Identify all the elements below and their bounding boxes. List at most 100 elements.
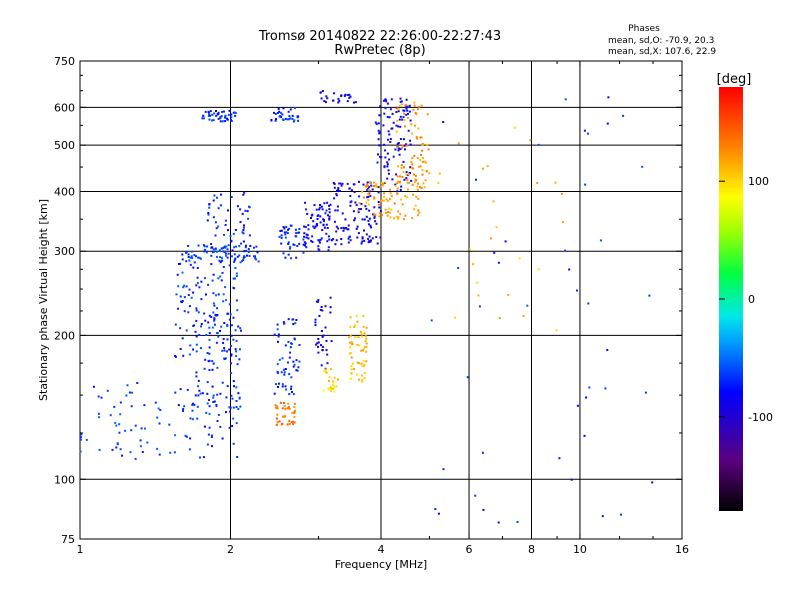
data-point <box>329 306 332 309</box>
data-point <box>197 385 200 388</box>
data-point <box>226 256 229 259</box>
data-point <box>332 380 335 383</box>
data-point <box>212 396 215 399</box>
data-point <box>158 422 161 425</box>
data-point <box>248 234 251 237</box>
data-point <box>416 182 419 185</box>
data-point <box>232 380 235 383</box>
data-point <box>377 201 380 203</box>
data-point <box>225 117 228 120</box>
data-point <box>396 217 399 220</box>
data-point <box>375 222 378 225</box>
data-point <box>192 348 195 351</box>
data-point <box>399 97 402 100</box>
data-point <box>413 181 416 184</box>
data-point <box>382 99 385 102</box>
data-point <box>232 417 235 420</box>
data-point <box>321 349 324 351</box>
data-point <box>323 202 326 205</box>
data-point <box>237 408 240 411</box>
data-point <box>134 457 137 460</box>
data-point <box>208 405 211 408</box>
data-point <box>416 137 419 140</box>
data-point <box>366 181 369 184</box>
y-tick-label: 300 <box>54 245 75 258</box>
data-point <box>204 249 207 252</box>
data-point <box>307 228 310 231</box>
data-point <box>206 352 209 354</box>
data-point <box>328 215 331 218</box>
data-point <box>405 196 408 199</box>
data-point <box>408 110 411 113</box>
data-point <box>354 324 357 327</box>
data-point <box>207 321 210 324</box>
data-point <box>293 411 296 414</box>
data-point <box>332 181 335 184</box>
data-point <box>205 411 208 414</box>
data-point <box>382 182 385 185</box>
data-point <box>384 149 387 152</box>
data-point <box>648 294 651 297</box>
data-point <box>405 171 408 174</box>
data-point <box>187 294 190 296</box>
data-point <box>211 368 214 371</box>
data-point <box>318 206 321 209</box>
data-point <box>387 172 390 175</box>
data-point <box>273 333 276 336</box>
data-point <box>247 248 250 251</box>
y-tick-label: 200 <box>54 329 75 342</box>
data-point <box>207 283 210 286</box>
data-point <box>291 391 293 393</box>
data-point <box>327 235 330 238</box>
data-point <box>210 254 213 257</box>
data-point <box>409 139 412 142</box>
data-point <box>119 413 122 416</box>
data-point <box>620 513 622 516</box>
data-point <box>378 212 381 215</box>
data-point <box>329 296 332 299</box>
data-point <box>398 153 401 156</box>
data-point <box>320 306 323 308</box>
data-point <box>423 160 426 163</box>
data-point <box>326 353 329 356</box>
data-point <box>206 381 209 384</box>
data-point <box>297 119 300 122</box>
data-point <box>208 332 211 335</box>
data-point <box>340 238 343 240</box>
data-point <box>405 98 408 101</box>
data-point <box>119 448 122 451</box>
data-point <box>222 266 225 268</box>
data-point <box>245 249 248 252</box>
data-point <box>221 437 224 440</box>
data-point <box>214 248 217 251</box>
data-point <box>357 336 360 339</box>
data-point <box>415 179 418 182</box>
data-point <box>364 340 367 342</box>
data-point <box>213 318 216 321</box>
data-point <box>242 226 245 229</box>
data-point <box>316 224 319 227</box>
data-point <box>227 312 230 315</box>
data-point <box>416 185 419 188</box>
data-point <box>349 204 352 207</box>
data-point <box>401 203 404 206</box>
data-point <box>179 388 182 391</box>
data-point <box>195 309 198 312</box>
data-point <box>215 404 218 406</box>
data-point <box>182 410 184 412</box>
data-point <box>298 360 301 363</box>
data-point <box>177 404 180 407</box>
data-point <box>358 378 361 381</box>
data-point <box>478 305 481 308</box>
data-point <box>403 109 406 112</box>
data-point <box>397 147 400 150</box>
data-point <box>289 108 292 111</box>
data-point <box>415 113 418 116</box>
data-point <box>353 101 355 104</box>
data-point <box>174 323 177 326</box>
data-point <box>220 204 222 207</box>
data-point <box>281 422 284 425</box>
data-point <box>207 111 210 114</box>
data-point <box>303 241 306 244</box>
data-point <box>208 314 211 317</box>
